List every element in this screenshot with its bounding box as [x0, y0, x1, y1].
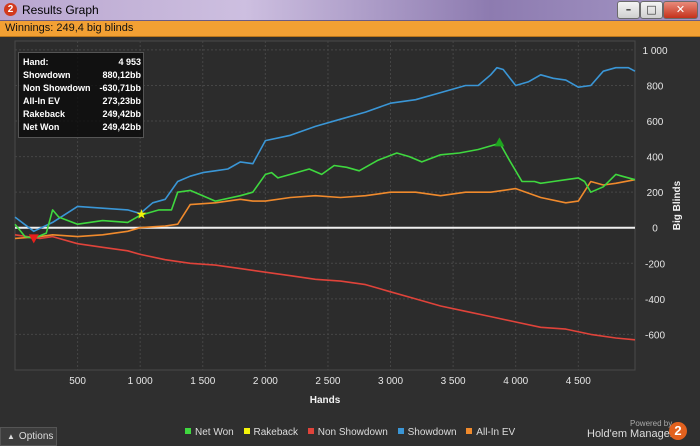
y-tick-label: 200 [647, 188, 664, 199]
legend-rakeback[interactable]: Rakeback [243, 427, 298, 438]
legend-label: Non Showdown [317, 427, 388, 438]
app-logo-icon: 2 [4, 3, 17, 16]
hm-logo-icon: 2 [669, 422, 687, 440]
footer-bar [0, 420, 700, 444]
chart-legend: Net Won Rakeback Non Showdown Showdown A… [185, 427, 522, 438]
legend-label: All-In EV [476, 427, 516, 438]
info-row-hand: Hand: 4 953 [23, 57, 141, 70]
legend-swatch [243, 428, 250, 434]
powered-by-text: Powered by [630, 419, 673, 428]
x-tick-label: 1 500 [190, 376, 215, 387]
up-arrow-icon: ▲ [7, 432, 15, 441]
winnings-bar: Winnings: 249,4 big blinds [0, 21, 700, 37]
info-row-net-won: Net Won 249,42bb [23, 122, 141, 135]
legend-label: Showdown [407, 427, 457, 438]
window-title: Results Graph [22, 3, 99, 17]
info-row-all-in-ev: All-In EV 273,23bb [23, 96, 141, 109]
info-value: 273,23bb [102, 96, 141, 106]
info-label: Hand: [23, 57, 49, 67]
info-value: 880,12bb [102, 70, 141, 80]
options-label: Options [18, 431, 54, 442]
x-tick-label: 3 500 [441, 376, 466, 387]
info-row-rakeback: Rakeback 249,42bb [23, 109, 141, 122]
series-line-non-showdown [14, 234, 636, 341]
y-tick-label: -400 [645, 295, 665, 306]
winnings-text: Winnings: 249,4 big blinds [5, 22, 134, 34]
x-tick-label: 4 000 [503, 376, 528, 387]
series-line-showdown [14, 66, 636, 233]
y-tick-label: 800 [647, 81, 664, 92]
maximize-button[interactable]: □ [640, 1, 663, 19]
x-tick-label: 500 [69, 376, 86, 387]
max-marker [494, 137, 505, 147]
legend-swatch [466, 428, 473, 434]
series-line-net-won [14, 141, 636, 240]
y-tick-label: -600 [645, 330, 665, 341]
info-label: Non Showdown [23, 83, 91, 93]
legend-non-showdown[interactable]: Non Showdown [307, 427, 388, 438]
x-tick-label: 4 500 [566, 376, 591, 387]
x-tick-label: 2 000 [253, 376, 278, 387]
info-value: 249,42bb [102, 109, 141, 119]
info-row-showdown: Showdown 880,12bb [23, 70, 141, 83]
title-bar: 2 Results Graph – □ ✕ [0, 0, 700, 21]
y-tick-label: 1 000 [642, 46, 667, 57]
legend-swatch [397, 428, 404, 434]
legend-label: Net Won [195, 427, 234, 438]
y-tick-label: -200 [645, 259, 665, 270]
x-tick-label: 3 000 [378, 376, 403, 387]
info-value: -630,71bb [99, 83, 141, 93]
info-value: 4 953 [118, 57, 141, 67]
y-tick-label: 600 [647, 117, 664, 128]
legend-all-in-ev[interactable]: All-In EV [466, 427, 515, 438]
y-tick-label: 400 [647, 153, 664, 164]
info-row-non-showdown: Non Showdown -630,71bb [23, 83, 141, 96]
y-tick-label: 0 [652, 224, 658, 235]
legend-swatch [185, 428, 191, 434]
info-label: Rakeback [23, 109, 66, 119]
series-line-all-in-ev [14, 178, 636, 240]
legend-label: Rakeback [253, 427, 298, 438]
info-label: All-In EV [23, 96, 61, 106]
legend-net-won[interactable]: Net Won [185, 427, 234, 438]
close-button[interactable]: ✕ [663, 1, 698, 19]
legend-showdown[interactable]: Showdown [397, 427, 457, 438]
info-label: Net Won [23, 122, 60, 132]
info-value: 249,42bb [102, 122, 141, 132]
min-marker [28, 234, 39, 244]
summary-info-box: Hand: 4 953 Showdown 880,12bb Non Showdo… [18, 52, 144, 138]
brand-name: Hold'em Manager [587, 428, 674, 440]
rakeback-star-marker: ★ [136, 208, 148, 223]
y-axis-label: Big Blinds [672, 180, 683, 230]
x-axis-label: Hands [310, 395, 341, 406]
legend-swatch [307, 428, 314, 434]
x-tick-label: 1 000 [128, 376, 153, 387]
minimize-button[interactable]: – [617, 1, 640, 19]
info-label: Showdown [23, 70, 71, 80]
x-tick-label: 2 500 [315, 376, 340, 387]
options-button[interactable]: ▲ Options [0, 427, 57, 446]
